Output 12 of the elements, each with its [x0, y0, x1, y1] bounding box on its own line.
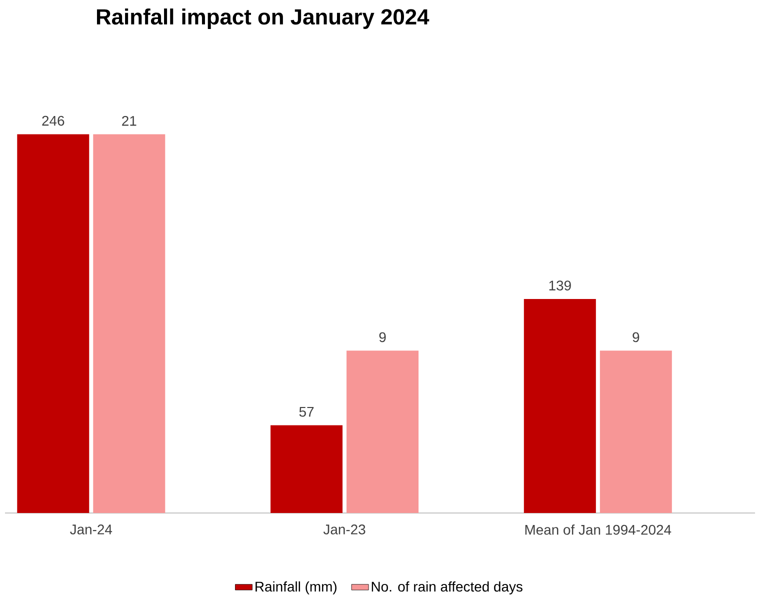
- x-tick-label: Jan-24: [70, 524, 112, 534]
- data-label: 139: [549, 280, 571, 290]
- data-label: 57: [299, 406, 314, 417]
- legend-label: Rainfall (mm): [256, 581, 336, 594]
- data-label: 246: [42, 116, 64, 126]
- x-tick-label: Jan-23: [323, 524, 366, 534]
- data-label: 9: [379, 332, 386, 342]
- data-label: 9: [632, 332, 640, 342]
- x-tick-label: Mean of Jan 1994-2024: [525, 524, 672, 535]
- chart-title: Rainfall impact on January 2024: [96, 8, 430, 29]
- data-label: 21: [122, 116, 136, 126]
- legend-label: No. of rain affected days: [372, 581, 522, 594]
